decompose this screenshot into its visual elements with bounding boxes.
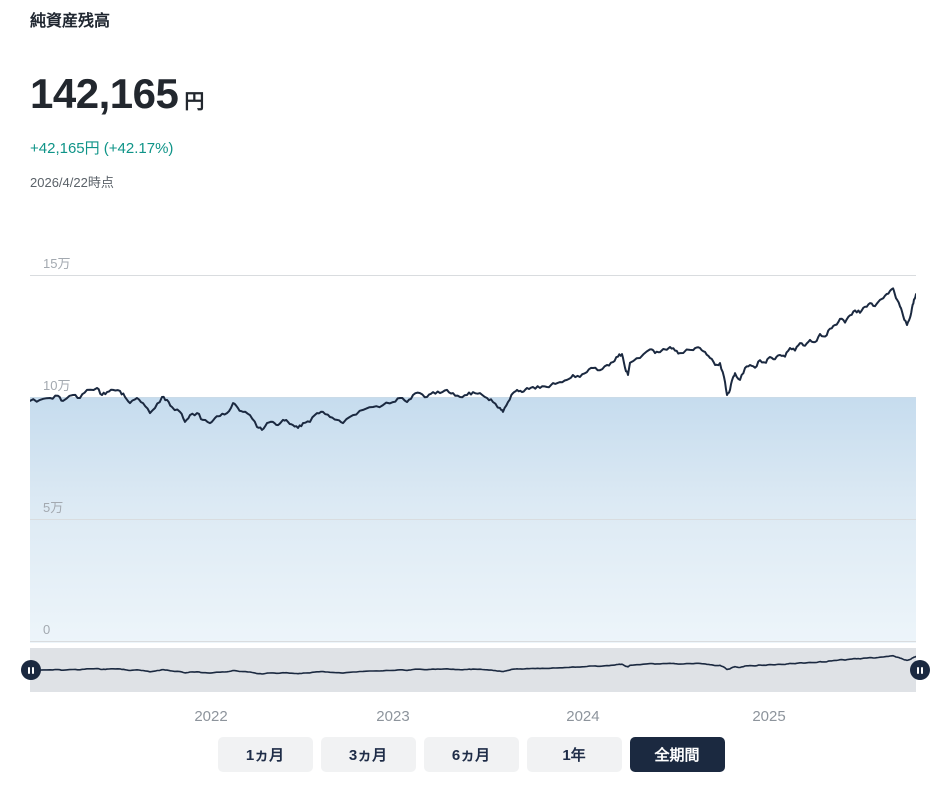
range-slider-track[interactable] bbox=[21, 648, 930, 692]
x-axis-label-2023: 2023 bbox=[376, 708, 410, 725]
amount-unit: 円 bbox=[184, 91, 205, 113]
asset-line-series bbox=[30, 287, 916, 431]
y-axis-label-2: 5万 bbox=[43, 500, 64, 515]
x-axis: 2022 2023 2024 2025 bbox=[30, 706, 916, 728]
as-of-date: 2026/4/22時点 bbox=[30, 175, 114, 190]
header: 純資産残高 142,165 円 +42,165円 (+42.17%) 2026/4… bbox=[30, 12, 204, 191]
period-button-1y[interactable]: 1年 bbox=[526, 737, 622, 772]
range-slider-mini-chart bbox=[30, 654, 916, 675]
range-slider-right-handle[interactable] bbox=[910, 660, 930, 680]
range-slider-left-handle[interactable] bbox=[21, 660, 41, 680]
period-button-1m[interactable]: 1ヵ月 bbox=[217, 737, 313, 772]
x-axis-label-2024: 2024 bbox=[566, 708, 600, 725]
page-title: 純資産残高 bbox=[30, 13, 111, 30]
principal-area-fill bbox=[30, 397, 916, 643]
period-button-all[interactable]: 全期間 bbox=[629, 737, 725, 772]
gridline-15万 bbox=[30, 275, 916, 276]
amount-value: 142,165 bbox=[30, 70, 179, 117]
gridline-0 bbox=[30, 641, 916, 642]
y-axis-label-3: 0 bbox=[43, 622, 51, 637]
x-axis-label-2025: 2025 bbox=[752, 708, 786, 725]
y-axis-label-1: 10万 bbox=[43, 378, 71, 393]
asset-history-chart[interactable]: 15万 10万 5万 0 bbox=[30, 255, 916, 645]
gridline-5万 bbox=[30, 519, 916, 520]
period-button-3m[interactable]: 3ヵ月 bbox=[320, 737, 416, 772]
x-axis-label-2022: 2022 bbox=[194, 708, 228, 725]
gain-loss-text: +42,165円 (+42.17%) bbox=[30, 140, 174, 157]
net-asset-amount: 142,165 円 bbox=[30, 72, 204, 126]
period-selector: 1ヵ月 3ヵ月 6ヵ月 1年 全期間 bbox=[0, 737, 942, 772]
y-axis-label-0: 15万 bbox=[43, 256, 71, 271]
period-button-6m[interactable]: 6ヵ月 bbox=[423, 737, 519, 772]
